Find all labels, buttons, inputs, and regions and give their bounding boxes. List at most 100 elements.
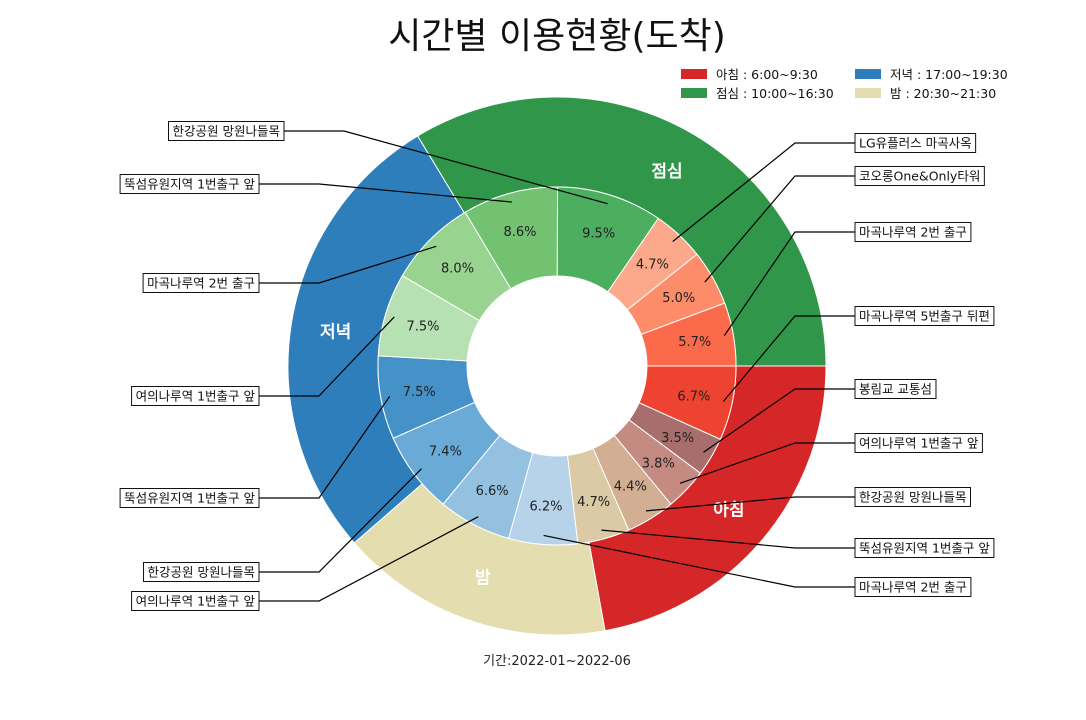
annotation-frame	[143, 562, 260, 582]
annotation-text: 코오롱One&Only타워	[859, 169, 980, 184]
annotation-text: 한강공원 망원나들목	[148, 565, 255, 580]
legend-label: 점심 : 10:00~16:30	[716, 86, 834, 101]
annotation-frame	[854, 487, 971, 507]
annotation-frame	[854, 133, 977, 153]
outer-ring-labels: 아침밤 저녁 점심	[320, 162, 745, 589]
leader-line	[723, 231, 855, 336]
legend-swatch	[855, 88, 881, 98]
inner-wedge	[392, 401, 501, 505]
legend-label: 아침 : 6:00~9:30	[716, 67, 818, 82]
legend-label: 저녁 : 17:00~19:30	[890, 67, 1008, 82]
outer-wedge-label: 밤	[475, 568, 491, 588]
annotation-text: 마곡나루역 5번출구 뒤편	[859, 309, 990, 324]
inner-wedge	[401, 211, 512, 322]
annotation-text: 뚝섬유원지역 1번출구 앞	[124, 177, 255, 192]
annotation-text: 한강공원 망원나들목	[859, 490, 966, 505]
inner-wedge-percent: 6.2%	[529, 500, 562, 515]
inner-wedge	[507, 452, 579, 546]
annotation-frame	[854, 379, 937, 399]
inner-wedge-percent: 8.0%	[441, 261, 474, 276]
inner-wedge	[607, 217, 698, 311]
inner-wedge-percent: 9.5%	[582, 226, 615, 241]
leader-line	[284, 130, 608, 205]
leader-line	[722, 315, 855, 402]
annotation-text: LG유플러스 마곡사옥	[859, 136, 972, 151]
inner-wedge-percent: 4.7%	[577, 495, 610, 510]
annotation-frame	[131, 591, 260, 611]
inner-wedge-percent: 5.7%	[678, 335, 711, 350]
leader-line	[703, 388, 855, 453]
annotation-box: 한강공원 망원나들목	[168, 121, 285, 141]
annotation-frame	[854, 306, 995, 326]
legend-swatch	[681, 69, 707, 79]
annotation-frame	[854, 166, 985, 186]
annotation-text: 뚝섬유원지역 1번출구 앞	[124, 491, 255, 506]
leader-line	[543, 534, 855, 588]
inner-wedge	[377, 275, 480, 362]
leader-line	[259, 245, 437, 284]
annotation-text: 봉림교 교통섬	[859, 382, 932, 397]
annotation-box: 마곡나루역 5번출구 뒤편	[854, 306, 995, 326]
annotation-frame	[119, 174, 260, 194]
leader-line	[259, 183, 513, 203]
leader-line	[259, 316, 395, 397]
inner-wedge-percent: 7.4%	[429, 445, 462, 460]
inner-wedge	[566, 447, 630, 545]
inner-wedge	[464, 186, 559, 290]
leader-line	[259, 395, 391, 499]
annotation-frame	[854, 577, 972, 597]
annotation-frame	[168, 121, 285, 141]
inner-wedge-percent: 6.6%	[476, 484, 509, 499]
annotation-frame	[854, 222, 972, 242]
inner-wedge-percent: 4.7%	[636, 257, 669, 272]
inner-wedge-percent: 8.6%	[503, 225, 536, 240]
annotation-text: 마곡나루역 2번 출구	[859, 225, 967, 240]
leader-lines	[259, 130, 855, 602]
inner-wedge-percent: 6.7%	[677, 389, 710, 404]
inner-wedge-percent: 7.5%	[406, 320, 439, 335]
leader-line	[672, 142, 855, 242]
outer-wedge-label: 점심	[651, 162, 682, 182]
legend-swatch	[681, 88, 707, 98]
inner-wedge-percent: 5.0%	[662, 291, 695, 306]
inner-wedge-percent: 4.4%	[614, 479, 647, 494]
inner-wedge-percent: 3.8%	[642, 457, 675, 472]
annotation-box: 봉림교 교통섬	[854, 379, 937, 399]
leader-line	[704, 175, 855, 283]
annotation-box: 여의나루역 1번출구 앞	[854, 433, 983, 453]
annotation-text: 여의나루역 1번출구 앞	[859, 436, 979, 451]
outer-ring	[287, 96, 827, 636]
inner-wedge	[592, 434, 672, 531]
leader-line	[679, 442, 855, 484]
annotation-box: 마곡나루역 2번 출구	[142, 273, 260, 293]
leader-line	[645, 496, 855, 512]
annotation-box: 뚝섬유원지역 1번출구 앞	[854, 538, 995, 558]
annotation-box: 한강공원 망원나들목	[854, 487, 971, 507]
annotation-box: 뚝섬유원지역 1번출구 앞	[119, 174, 260, 194]
annotation-text: 뚝섬유원지역 1번출구 앞	[859, 541, 990, 556]
annotation-text: 마곡나루역 2번 출구	[859, 580, 967, 595]
outer-wedge-label: 저녁	[320, 323, 351, 343]
annotation-box: 여의나루역 1번출구 앞	[131, 386, 260, 406]
annotation-box: LG유플러스 마곡사옥	[854, 133, 977, 153]
annotation-box: 마곡나루역 2번 출구	[854, 577, 972, 597]
annotation-text: 한강공원 망원나들목	[173, 124, 280, 139]
leader-line	[259, 516, 479, 602]
period-note: 기간:2022-01~2022-06	[483, 654, 631, 669]
inner-wedge	[628, 402, 721, 474]
inner-wedge	[626, 253, 726, 336]
annotation-frame	[854, 538, 995, 558]
annotation-frame	[142, 273, 260, 293]
annotation-box: 마곡나루역 2번 출구	[854, 222, 972, 242]
annotation-text: 여의나루역 1번출구 앞	[136, 594, 256, 609]
annotation-box: 한강공원 망원나들목	[143, 562, 260, 582]
legend-swatch	[855, 69, 881, 79]
legend-label: 밤 : 20:30~21:30	[890, 86, 996, 101]
inner-ring-labels: 6.7% 3.5% 3.8% 4.4% 4.7% 6.2% 6.6% 7.4% 7.5% 7.5%…	[403, 225, 712, 515]
inner-wedge	[613, 419, 702, 505]
inner-wedge	[640, 302, 737, 367]
annotation-box: 코오롱One&Only타워	[854, 166, 985, 186]
inner-wedge	[442, 434, 534, 539]
